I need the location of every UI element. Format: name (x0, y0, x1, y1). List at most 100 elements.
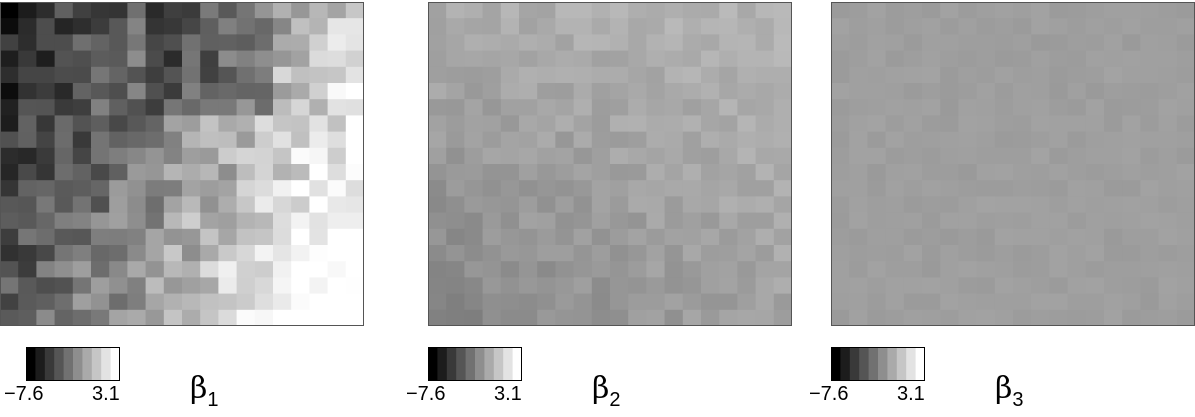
heatmap-cell (1013, 2, 1032, 19)
heatmap-cell (719, 34, 738, 52)
heatmap-cell (994, 261, 1014, 278)
colorbar-swatch (512, 347, 523, 381)
heatmap-cell (682, 34, 702, 52)
heatmap-cell (0, 164, 19, 181)
heatmap-cell (701, 34, 720, 52)
colorbar-beta-2 (428, 347, 523, 381)
heatmap-cell (1158, 18, 1178, 35)
heatmap-cell (628, 18, 647, 35)
heatmap-cell (573, 196, 593, 214)
heatmap-cell (18, 131, 37, 149)
heatmap-cell (273, 228, 292, 246)
heatmap-cell (345, 261, 364, 278)
heatmap-cell (849, 164, 868, 181)
heatmap-cell (1049, 164, 1069, 181)
heatmap-cell (849, 34, 868, 52)
heatmap-beta-1 (0, 2, 364, 326)
heatmap-cell (867, 277, 887, 295)
heatmap-cell (885, 2, 905, 19)
heatmap-cell (885, 34, 905, 52)
heatmap-cell (573, 50, 593, 68)
heatmap-cell (482, 164, 502, 181)
heatmap-cell (1176, 277, 1195, 295)
heatmap-cell (446, 293, 465, 311)
heatmap-cell (591, 2, 611, 19)
heatmap-cell (773, 261, 792, 278)
heatmap-cell (309, 115, 329, 133)
heatmap-cell (72, 277, 92, 295)
heatmap-cell (236, 164, 256, 181)
heatmap-cell (500, 261, 520, 278)
heatmap-cell (254, 66, 274, 84)
heatmap-cell (1031, 34, 1050, 52)
heatmap-cell (18, 180, 37, 197)
heatmap-cell (18, 196, 37, 214)
heatmap-cell (719, 228, 738, 246)
heatmap-cell (555, 2, 575, 19)
heatmap-cell (555, 212, 575, 230)
heatmap-cell (1067, 66, 1087, 84)
heatmap-cell (1013, 309, 1032, 326)
heatmap-cell (958, 50, 978, 68)
heatmap-cell (36, 83, 56, 100)
heatmap-cell (1140, 18, 1160, 35)
heatmap-cell (885, 66, 905, 84)
heatmap-cell (182, 309, 201, 326)
heatmap-cell (610, 212, 629, 230)
heatmap-cell (428, 50, 447, 68)
heatmap-cell (849, 196, 868, 214)
heatmap-cell (109, 212, 128, 230)
heatmap-cell (1031, 66, 1050, 84)
heatmap-cell (446, 309, 465, 326)
heatmap-cell (428, 147, 447, 165)
heatmap-cell (646, 180, 666, 197)
heatmap-cell (72, 212, 92, 230)
heatmap-cell (664, 196, 684, 214)
heatmap-cell (109, 50, 128, 68)
heatmap-cell (958, 196, 978, 214)
colorbar-swatch (849, 347, 860, 381)
heatmap-cell (885, 277, 905, 295)
heatmap-cell (994, 115, 1014, 133)
heatmap-cell (218, 164, 238, 181)
heatmap-cell (940, 261, 959, 278)
heatmap-cell (109, 309, 128, 326)
heatmap-cell (573, 293, 593, 311)
heatmap-cell (309, 66, 329, 84)
heatmap-cell (127, 228, 147, 246)
heatmap-cell (867, 66, 887, 84)
heatmap-cell (54, 34, 74, 52)
heatmap-cell (976, 180, 996, 197)
heatmap-cell (537, 196, 556, 214)
heatmap-cell (428, 2, 447, 19)
heatmap-cell (849, 131, 868, 149)
heatmap-cell (922, 261, 941, 278)
heatmap-cell (182, 245, 201, 262)
heatmap-cell (1031, 147, 1050, 165)
heatmap-cell (182, 228, 201, 246)
heatmap-cell (922, 228, 941, 246)
heatmap-cell (903, 164, 923, 181)
heatmap-cell (682, 212, 702, 230)
heatmap-cell (773, 99, 792, 116)
heatmap-cell (682, 147, 702, 165)
heatmap-cell (1176, 34, 1195, 52)
heatmap-cell (831, 115, 850, 133)
heatmap-cell (163, 2, 183, 19)
heatmap-cell (36, 34, 56, 52)
heatmap-cell (218, 83, 238, 100)
heatmap-cell (482, 131, 502, 149)
heatmap-cell (1104, 261, 1123, 278)
heatmap-cell (755, 115, 775, 133)
heatmap-cell (464, 164, 484, 181)
heatmap-cell (1176, 245, 1195, 262)
heatmap-cell (218, 261, 238, 278)
heatmap-cell (345, 99, 364, 116)
heatmap-cell (0, 228, 19, 246)
heatmap-cell (500, 83, 520, 100)
heatmap-cell (127, 147, 147, 165)
heatmap-cell (664, 83, 684, 100)
heatmap-cell (573, 261, 593, 278)
heatmap-cell (940, 34, 959, 52)
heatmap-cell (1104, 99, 1123, 116)
